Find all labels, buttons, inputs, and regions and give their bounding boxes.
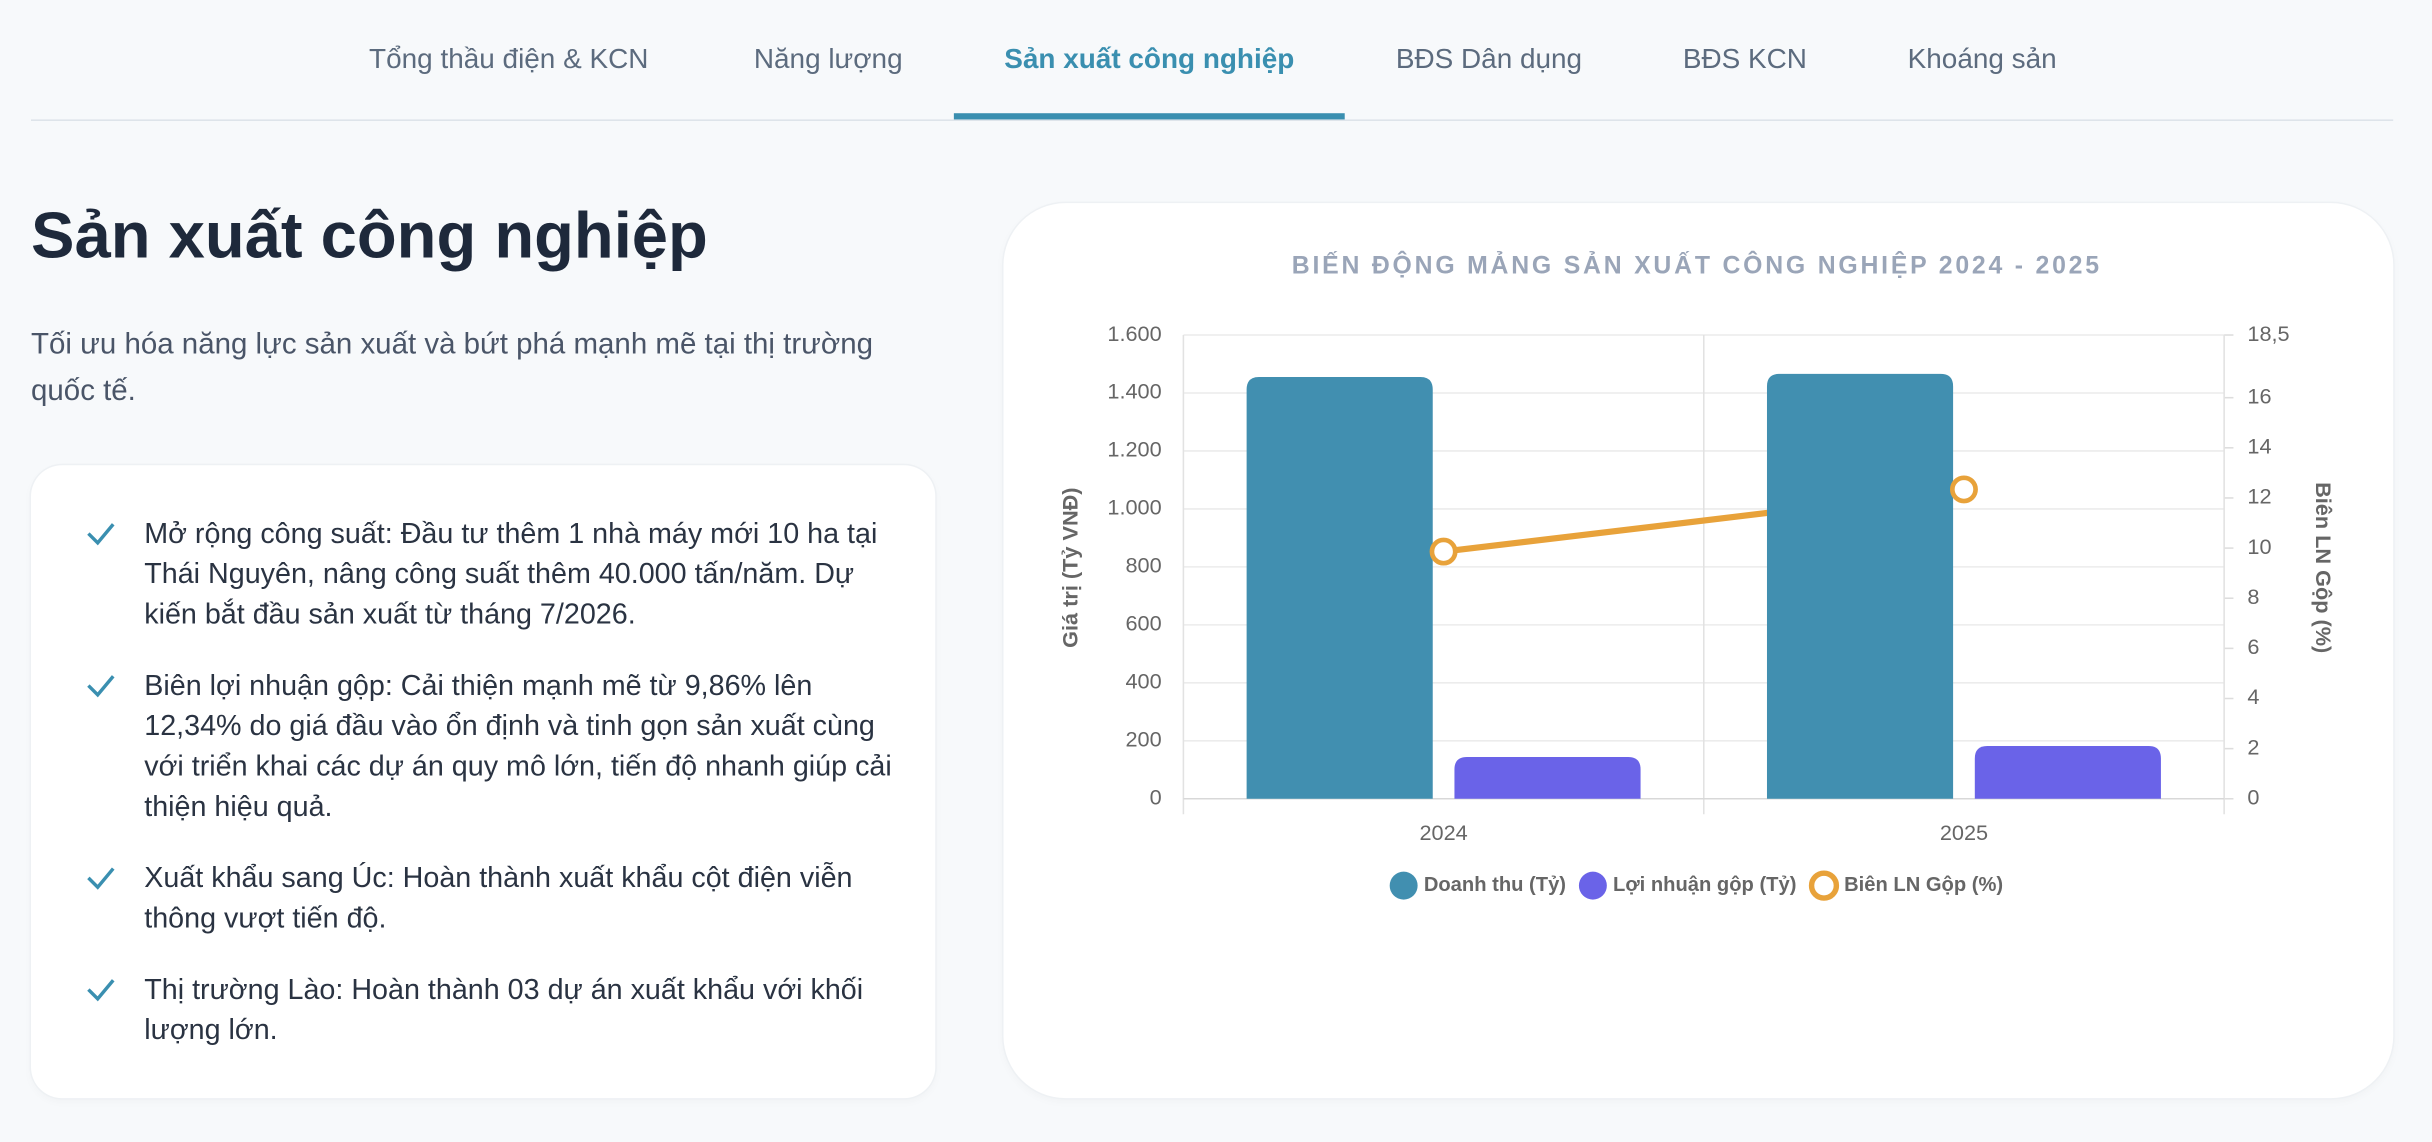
chart-title: BIẾN ĐỘNG MẢNG SẢN XUẤT CÔNG NGHIỆP 2024… — [1292, 250, 2102, 279]
tab-divider — [31, 119, 2394, 121]
y2-tick-label: 4 — [2247, 684, 2259, 709]
x-tick-label: 2024 — [1419, 820, 1467, 845]
y2-tick-label: 16 — [2247, 383, 2271, 408]
y2-tick-label: 6 — [2247, 634, 2259, 659]
bar — [1766, 373, 1954, 799]
legend-swatch — [1808, 870, 1840, 901]
bullet: Thị trường Lào: Hoàn thành 03 dự án xuất… — [87, 969, 892, 1050]
y-tick-label: 600 — [1125, 611, 1161, 636]
y2-tick-label: 10 — [2247, 534, 2271, 559]
y-tick-label: 200 — [1125, 727, 1161, 752]
legend-label: Doanh thu (Tỷ) — [1424, 874, 1566, 896]
y2-tick-label: 2 — [2247, 734, 2259, 759]
bullet-text: Thị trường Lào: Hoàn thành 03 dự án xuất… — [144, 972, 864, 1046]
tab-indicator — [953, 113, 1345, 120]
y-tick-label: 1.600 — [1107, 321, 1161, 346]
y2-tick-label: 12 — [2247, 484, 2271, 509]
y-tick-label: 0 — [1150, 784, 1162, 809]
tab[interactable]: Khoáng sản — [1907, 43, 2057, 75]
y2-tick-label: 8 — [2247, 584, 2259, 609]
tab[interactable]: Năng lượng — [753, 43, 903, 75]
legend-label: Lợi nhuận gộp (Tỷ) — [1613, 874, 1796, 896]
description: Tối ưu hóa năng lực sản xuất và bứt phá … — [31, 328, 873, 408]
chart-card — [1003, 203, 2394, 1099]
y-tick-label: 1.200 — [1107, 437, 1161, 462]
y-tick-label: 1.000 — [1107, 495, 1161, 520]
y2-tick-label: 18,5 — [2247, 321, 2289, 346]
check-icon — [87, 979, 115, 1002]
line-marker — [1429, 537, 1458, 566]
legend-label: Biên LN Gộp (%) — [1844, 874, 2003, 896]
legend-swatch — [1578, 871, 1607, 900]
bullet-card: Mở rộng công suất: Đầu tư thêm 1 nhà máy… — [31, 465, 936, 1099]
bullet: Biên lợi nhuận gộp: Cải thiện mạnh mẽ từ… — [87, 665, 892, 826]
bullet: Mở rộng công suất: Đầu tư thêm 1 nhà máy… — [87, 513, 892, 634]
heading: Sản xuất công nghiệp — [31, 198, 708, 272]
y2-tick-label: 14 — [2247, 434, 2271, 459]
y-tick-label: 400 — [1125, 669, 1161, 694]
bullet-text: Xuất khẩu sang Úc: Hoàn thành xuất khẩu … — [144, 860, 853, 934]
check-icon — [87, 675, 115, 698]
tab[interactable]: Tổng thầu điện & KCN — [369, 43, 649, 75]
bullet-text: Mở rộng công suất: Đầu tư thêm 1 nhà máy… — [144, 516, 878, 630]
bullet-text: Biên lợi nhuận gộp: Cải thiện mạnh mẽ từ… — [144, 668, 892, 823]
y-tick-label: 800 — [1125, 553, 1161, 578]
tab[interactable]: BĐS Dân dụng — [1395, 43, 1583, 75]
y2-axis-title: Biên LN Gộp (%) — [2311, 482, 2336, 653]
y-axis-title: Giá trị (Tỷ VNĐ) — [1057, 487, 1082, 647]
x-tick-label: 2025 — [1940, 820, 1988, 845]
bar — [1454, 757, 1641, 799]
check-icon — [87, 523, 115, 546]
legend-swatch — [1389, 871, 1418, 900]
bullet: Xuất khẩu sang Úc: Hoàn thành xuất khẩu … — [87, 858, 892, 939]
tab[interactable]: BĐS KCN — [1682, 43, 1807, 75]
y-tick-label: 1.400 — [1107, 379, 1161, 404]
check-icon — [87, 867, 115, 890]
line-marker — [1949, 475, 1978, 504]
tab-active[interactable]: Sản xuất công nghiệp — [1004, 43, 1295, 75]
y2-tick-label: 0 — [2247, 784, 2259, 809]
bar — [1246, 377, 1433, 799]
bar — [1974, 746, 2161, 799]
